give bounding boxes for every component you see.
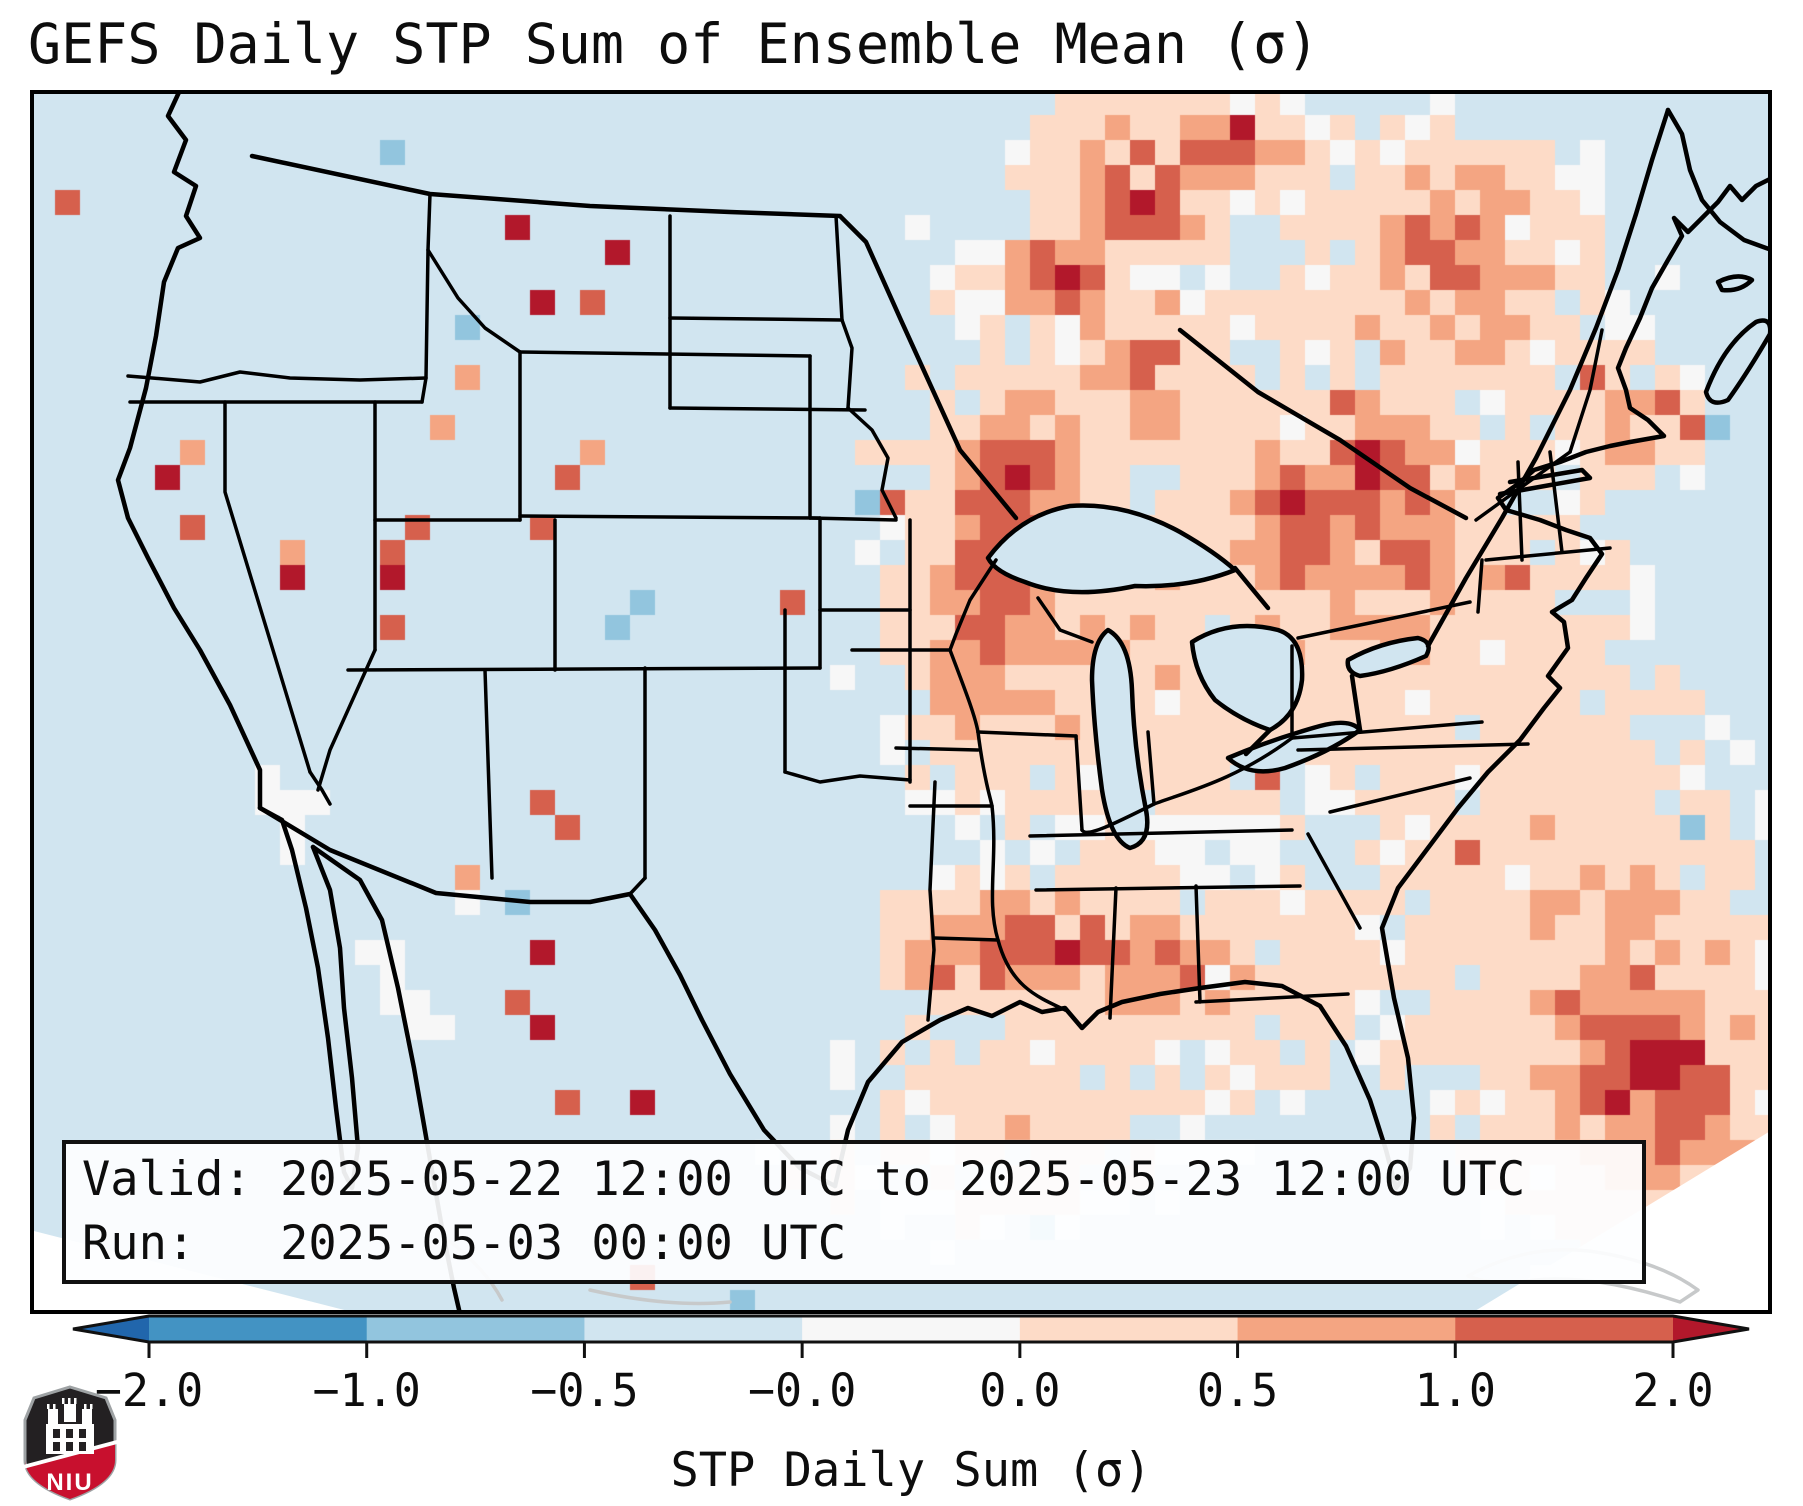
colorbar-tick-label: −0.0: [748, 1364, 856, 1417]
niu-red-band: [25, 1441, 115, 1499]
colorbar-band: [149, 1316, 368, 1342]
colorbar-tick-label: 0.5: [1197, 1364, 1278, 1417]
great-lakes: [985, 503, 1431, 851]
mexico-interior-line2: [588, 1288, 732, 1306]
map-overlay: [30, 90, 1772, 1314]
coastlines: [115, 90, 1772, 1314]
stp-heatmap-canvas: [30, 90, 1772, 1314]
niu-logo-text: NIU: [46, 1469, 93, 1496]
colorbar-bands: [72, 1314, 1750, 1344]
colorbar-band: [366, 1316, 586, 1342]
page-title: GEFS Daily STP Sum of Ensemble Mean (σ): [28, 12, 1320, 76]
colorbar-band: [1019, 1316, 1239, 1342]
run-line: Run: 2025-05-03 00:00 UTC: [82, 1216, 847, 1271]
lake-ontario: [1345, 635, 1431, 679]
colorbar-tick-label: −0.5: [530, 1364, 638, 1417]
colorbar-tick-label: −1.0: [313, 1364, 421, 1417]
colorbar: −2.0 −1.0 −0.5 −0.0 0.0 0.5 1.0 2.0 STP Daily S…: [72, 1314, 1750, 1498]
niu-castle-windows: [53, 1429, 86, 1451]
niu-logo: NIU: [22, 1385, 118, 1501]
colorbar-tick-label: 0.0: [979, 1364, 1060, 1417]
lake-erie: [1225, 720, 1363, 774]
valid-run-info-box: Valid: 2025-05-22 12:00 UTC to 2025-05-2…: [62, 1140, 1646, 1284]
map-panel: [30, 90, 1772, 1314]
colorbar-band: [1455, 1316, 1674, 1342]
lake-superior: [985, 503, 1238, 595]
lake-michigan: [1089, 627, 1150, 851]
niu-swoosh: [22, 1440, 118, 1469]
lake-huron: [1189, 623, 1305, 733]
map-frame: [30, 90, 1772, 1314]
colorbar-extend-arrow: [73, 1316, 149, 1342]
colorbar-tick-label: 1.0: [1415, 1364, 1496, 1417]
valid-line: Valid: 2025-05-22 12:00 UTC to 2025-05-2…: [82, 1152, 1526, 1207]
colorbar-ticks: −2.0 −1.0 −0.5 −0.0 0.0 0.5 1.0 2.0: [95, 1342, 1714, 1417]
colorbar-tick-label: 2.0: [1632, 1364, 1713, 1417]
colorbar-extend-arrow: [1673, 1316, 1749, 1342]
colorbar-band: [1237, 1316, 1456, 1342]
colorbar-axis-label: STP Daily Sum (σ): [670, 1443, 1151, 1498]
state-borders: [126, 192, 1612, 1022]
colorbar-tick-label: −2.0: [95, 1364, 203, 1417]
colorbar-band: [802, 1316, 1021, 1342]
colorbar-band: [584, 1316, 803, 1342]
